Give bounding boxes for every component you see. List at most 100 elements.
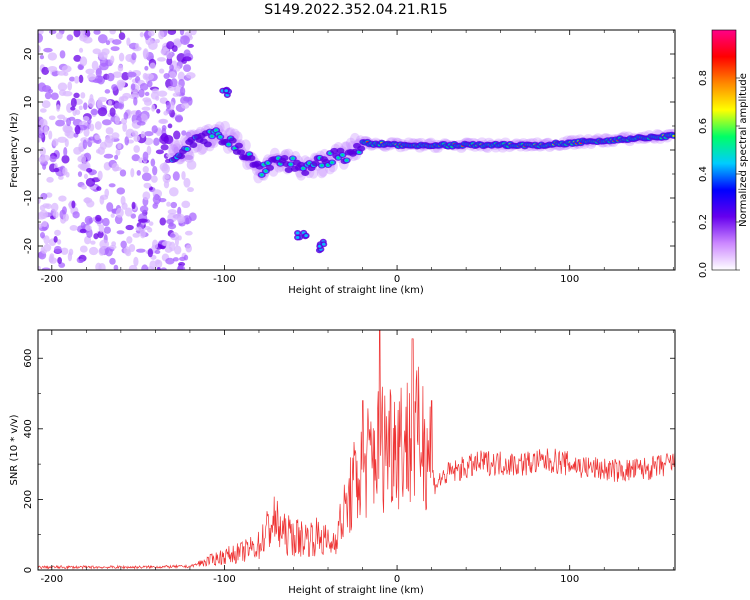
spectrogram-noise-cell — [154, 249, 161, 254]
spectrogram-noise-cell — [47, 52, 58, 61]
spectrogram-noise-cell — [94, 121, 102, 130]
spectrogram-noise-cell — [133, 134, 140, 142]
spectrogram-noise-cell — [111, 162, 120, 172]
spectrogram-noise-cell — [99, 239, 110, 249]
spectrogram-noise-cell — [97, 230, 104, 239]
spectrogram-noise-cell — [112, 71, 123, 79]
spectrogram-noise-cell — [86, 168, 93, 173]
spectrogram-noise-cell — [115, 208, 124, 218]
spectrogram-noise-cell — [159, 97, 168, 104]
spectrogram-ridge-cell — [280, 155, 289, 162]
spectrogram-noise-cell — [151, 125, 158, 134]
spectrogram-noise-cell — [43, 235, 50, 245]
spectrogram-noise-cell — [38, 223, 43, 229]
spectrogram-noise-cell — [116, 187, 126, 195]
spectrogram-ridge-peak — [248, 153, 251, 156]
spectrogram-ridge-cell — [228, 137, 237, 144]
spectrogram-noise-cell — [62, 213, 69, 222]
spectrogram-secondary-cell — [295, 231, 300, 235]
spectrogram-noise-cell — [57, 82, 68, 91]
spectrogram-noise-cell — [48, 130, 53, 140]
spectrogram-ridge-peak — [357, 151, 361, 154]
spectrogram-noise-cell — [60, 247, 69, 255]
spectrogram-noise-cell — [105, 127, 114, 135]
spectrogram-noise-cell — [85, 225, 92, 231]
spectrogram-ridge-halo — [316, 166, 327, 179]
spectrogram-noise-cell — [98, 224, 105, 233]
spectrogram-ridge-cell — [357, 145, 366, 152]
spectrogram-noise-cell — [110, 46, 120, 52]
spectrogram-noise-cell — [86, 200, 95, 208]
spectrogram-noise-cell — [41, 267, 51, 270]
spectrogram-noise-cell — [170, 78, 178, 88]
spectrogram-ridge-halo — [240, 139, 251, 152]
spectrogram-noise-cell — [136, 121, 146, 126]
spectrogram-noise-cell — [158, 30, 165, 40]
spectrogram-noise-cell — [179, 256, 186, 262]
spectrogram-noise-cell — [177, 235, 182, 241]
spectrogram-ridge-halo — [349, 132, 360, 145]
spectrogram-noise-cell — [120, 240, 127, 249]
snr-x-tick-label: -200 — [40, 574, 63, 585]
spectrogram-noise-cell — [90, 240, 96, 245]
spectrogram-noise-cell — [149, 62, 156, 70]
spectrogram-ridge-peak — [291, 157, 294, 160]
spectrogram-noise-cell — [181, 102, 190, 109]
spectrogram-noise-cell — [38, 33, 43, 43]
spectrogram-noise-cell — [38, 265, 41, 270]
spectrogram-noise-cell — [146, 145, 152, 156]
spectrogram-noise-cell — [175, 65, 181, 72]
spectrogram-noise-cell — [118, 32, 126, 40]
spectrogram-noise-cell — [109, 30, 116, 35]
spectrogram-noise-cell — [185, 131, 192, 138]
spectrogram-noise-cell — [40, 231, 45, 239]
spectrogram-noise-cell — [167, 123, 173, 129]
spectrogram-secondary-cell — [321, 242, 326, 246]
spectrogram-noise-cell — [147, 80, 153, 88]
spectrogram-ridge-halo — [167, 143, 178, 156]
spectrogram-noise-cell — [117, 81, 124, 92]
spectrogram-noise-cell — [144, 131, 154, 137]
spectrogram-ridge-peak — [337, 156, 340, 159]
spectrogram-secondary-cell — [304, 234, 308, 238]
spectrogram-noise-cell — [156, 108, 161, 114]
spectrogram-noise-cell — [103, 153, 114, 159]
spectrogram-noise-cell — [110, 55, 115, 64]
spectrogram-noise-cell — [81, 185, 87, 190]
spectrogram-noise-cell — [70, 106, 76, 111]
spectrogram-noise-cell — [150, 158, 156, 167]
spectrogram-noise-cell — [142, 166, 149, 174]
spectrogram-noise-cell — [126, 71, 137, 78]
spectrogram-noise-cell — [40, 192, 48, 200]
spectrogram-noise-cell — [140, 130, 146, 139]
spectrogram-noise-cell — [77, 171, 83, 177]
spectrogram-noise-cell — [147, 227, 153, 233]
spectrogram-noise-cell — [93, 30, 101, 35]
snr-series-line — [38, 330, 675, 570]
spectrogram-noise-cell — [41, 100, 51, 109]
spectrogram-noise-cell — [78, 258, 84, 264]
spectrogram-ridge-peak — [233, 147, 236, 150]
spectrogram-ridge-halo — [196, 143, 207, 156]
spectrogram-noise-cell — [73, 75, 80, 84]
spectrogram-noise-cell — [176, 265, 186, 270]
spectrogram-noise-cell — [160, 133, 169, 142]
spectrogram-noise-cell — [182, 56, 192, 62]
spectrogram-noise-cell — [118, 52, 125, 62]
spectrogram-x-tick-label: -100 — [213, 274, 236, 285]
spectrogram-noise-cell — [166, 201, 171, 207]
spectrogram-noise-cell — [184, 230, 193, 236]
spectrogram-noise-cell — [95, 149, 101, 154]
spectrogram-noise-cell — [151, 104, 156, 112]
spectrogram-ridge-peak — [219, 135, 222, 138]
spectrogram-ridge-cell — [237, 149, 246, 156]
spectrogram-noise-cell — [174, 245, 182, 255]
spectrogram-noise-cell — [152, 203, 159, 209]
spectrogram-noise-cell — [166, 41, 175, 50]
spectrogram-noise-cell — [47, 65, 58, 72]
spectrogram-ridge-peak — [341, 154, 344, 157]
spectrogram-noise-cell — [183, 177, 191, 188]
spectrogram-noise-cell — [187, 187, 194, 193]
spectrogram-noise-cell — [43, 125, 49, 136]
spectrogram-noise-cell — [57, 136, 68, 143]
